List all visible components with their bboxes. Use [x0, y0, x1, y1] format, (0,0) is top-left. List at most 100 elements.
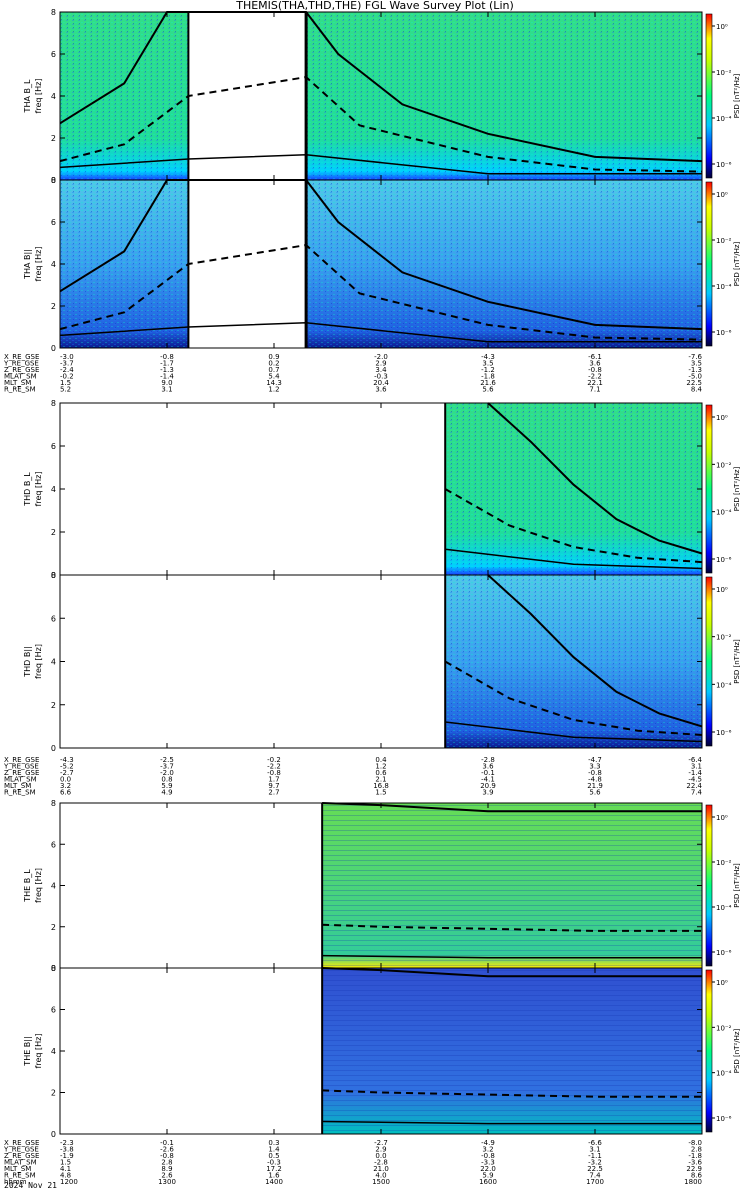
ephemeris-the: X_RE_GSE -2.3 -0.1 0.3 -2.7 -4.9 -6.6 -8.0 Y_RE_…: [3, 1139, 703, 1186]
colorbar-label: PSD [nT²/Hz]: [733, 241, 741, 286]
ephemeris-value: 3.2: [482, 1146, 493, 1154]
panel-thd-bl: 0 2 4 6 8 THD B_L freq [Hz] 10⁰ 10⁻² 10⁻⁴ 10⁻⁶ PSD …: [23, 399, 741, 580]
colorbar-tick-label: 10⁻⁶: [716, 949, 732, 957]
curve-low-frequency: [59, 322, 702, 343]
colorbar-tick-label: 10⁻²: [716, 69, 732, 77]
ephemeris-value: 1300: [158, 1178, 176, 1186]
ephemeris-value: 0.8: [161, 776, 172, 784]
ephemeris-row-label: X_RE_GSE: [4, 1139, 39, 1147]
ephemeris-value: -0.3: [267, 1159, 281, 1167]
ephemeris-value: -2.5: [160, 756, 174, 764]
ephemeris-value: 2.8: [161, 1159, 172, 1167]
colorbar-tick-label: 10⁻⁴: [716, 283, 732, 291]
ephemeris-value: 22.1: [587, 379, 603, 387]
y-tick-label: 0: [51, 344, 56, 353]
ephemeris-value: -3.7: [160, 763, 174, 771]
ephemeris-value: -3.7: [60, 360, 74, 368]
curve-fce: [59, 11, 703, 163]
colorbar-tick-label: 10⁰: [716, 814, 728, 822]
ephemeris-value: 16.8: [373, 782, 389, 790]
spectrogram-texture: [306, 180, 702, 348]
spectrogram-texture: [445, 403, 702, 575]
ephemeris-row-label: hhmm: [4, 1178, 27, 1186]
ephemeris-value: 9.0: [161, 379, 172, 387]
panel-thd-bpar: 0 2 4 6 8 THD B|| freq [Hz] 10⁰ 10⁻² 10⁻⁴ 10⁻⁶ PSD …: [23, 571, 741, 753]
colorbar-tick-label: 10⁻⁶: [716, 729, 732, 737]
ephemeris-value: 21.6: [480, 379, 496, 387]
ephemeris-thd: X_RE_GSE -4.3 -2.5 -0.2 0.4 -2.8 -4.7 -6.4 Y_RE_…: [3, 756, 703, 797]
ephemeris-value: 21.9: [587, 782, 603, 790]
ephemeris-value: 6.6: [60, 789, 72, 797]
ephemeris-value: 1400: [265, 1178, 283, 1186]
spectrogram-texture: [60, 12, 189, 180]
ephemeris-value: -3.2: [588, 1159, 602, 1167]
ephemeris-value: -5.0: [688, 373, 702, 381]
ephemeris-value: 2.9: [375, 360, 386, 368]
y-tick-label: 0: [51, 176, 56, 185]
ephemeris-value: 0.4: [375, 756, 387, 764]
ephemeris-value: -1.3: [688, 366, 702, 374]
ephemeris-value: -1.4: [688, 769, 702, 777]
ephemeris-value: -3.3: [481, 1159, 495, 1167]
curve-low-frequency: [322, 954, 702, 959]
ephemeris-row-label: MLT_SM: [4, 1165, 31, 1173]
ephemeris-row-label: MLAT_SM: [4, 1159, 37, 1167]
ephemeris-row-label: R_RE_SM: [4, 386, 36, 394]
ephemeris-value: 3.5: [691, 360, 702, 368]
ephemeris-value: 1600: [479, 1178, 497, 1186]
ephemeris-value: 1.2: [375, 763, 386, 771]
y-axis-unit-label: freq [Hz]: [34, 247, 43, 282]
colorbar-tick-label: 10⁻²: [716, 859, 732, 867]
ephemeris-value: 22.0: [480, 1165, 496, 1173]
ephemeris-row-label: Z_RE_GSE: [4, 366, 39, 374]
y-tick-label: 2: [51, 528, 56, 537]
ephemeris-value: 3.6: [482, 763, 494, 771]
ephemeris-value: -1.8: [481, 373, 495, 381]
ephemeris-value: 0.0: [375, 1152, 386, 1160]
y-tick-label: 6: [51, 50, 56, 59]
ephemeris-value: 3.4: [375, 366, 387, 374]
ephemeris-value: 1.6: [268, 1172, 280, 1180]
curve-half-fce: [444, 488, 703, 564]
curve-fce: [487, 574, 703, 728]
curve-fce: [59, 179, 703, 331]
colorbar: [705, 804, 713, 967]
y-tick-label: 4: [51, 882, 56, 891]
y-axis-label: THD B_L: [23, 472, 32, 507]
ephemeris-value: 7.4: [691, 789, 703, 797]
colorbar-tick-label: 10⁻⁴: [716, 681, 732, 689]
y-axis-unit-label: freq [Hz]: [34, 868, 43, 903]
ephemeris-value: 22.4: [686, 782, 702, 790]
ephemeris-value: 5.9: [482, 1172, 493, 1180]
ephemeris-value: 22.5: [587, 1165, 603, 1173]
colorbar: [705, 181, 713, 347]
ephemeris-value: -1.3: [160, 366, 174, 374]
ephemeris-value: -4.7: [588, 756, 602, 764]
y-tick-label: 2: [51, 134, 56, 143]
ephemeris-value: -0.8: [588, 366, 602, 374]
ephemeris-value: -0.8: [267, 769, 281, 777]
ephemeris-value: -2.2: [267, 763, 281, 771]
ephemeris-row-label: X_RE_GSE: [4, 756, 39, 764]
y-tick-label: 2: [51, 1089, 56, 1098]
ephemeris-value: -0.8: [588, 769, 602, 777]
y-tick-label: 4: [51, 485, 56, 494]
ephemeris-value: 4.9: [161, 789, 172, 797]
colorbar-label: PSD [nT²/Hz]: [733, 466, 741, 511]
colorbar: [705, 404, 713, 574]
colorbar-tick-label: 10⁻⁴: [716, 904, 732, 912]
y-axis-label: THE B||: [23, 1036, 32, 1066]
curve-fce: [322, 967, 702, 978]
ephemeris-value: 1.5: [375, 789, 386, 797]
colorbar-tick-label: 10⁰: [716, 979, 728, 987]
curve-half-fce: [444, 660, 703, 736]
ephemeris-value: 1500: [372, 1178, 390, 1186]
colorbar-tick-label: 10⁻²: [716, 634, 732, 642]
y-tick-label: 8: [51, 399, 56, 408]
panel-the-bl: 0 2 4 6 8 THE B_L freq [Hz] 10⁰ 10⁻² 10⁻⁴ 10⁻⁶ PSD …: [23, 799, 741, 973]
ephemeris-value: 0.5: [268, 1152, 279, 1160]
colorbar: [705, 576, 713, 747]
ephemeris-value: 1.4: [268, 1146, 280, 1154]
ephemeris-row-label: Z_RE_GSE: [4, 769, 39, 777]
ephemeris-tha: X_RE_GSE -3.0 -0.8 0.9 -2.0 -4.3 -6.1 -7.6 Y_RE_…: [3, 353, 703, 394]
